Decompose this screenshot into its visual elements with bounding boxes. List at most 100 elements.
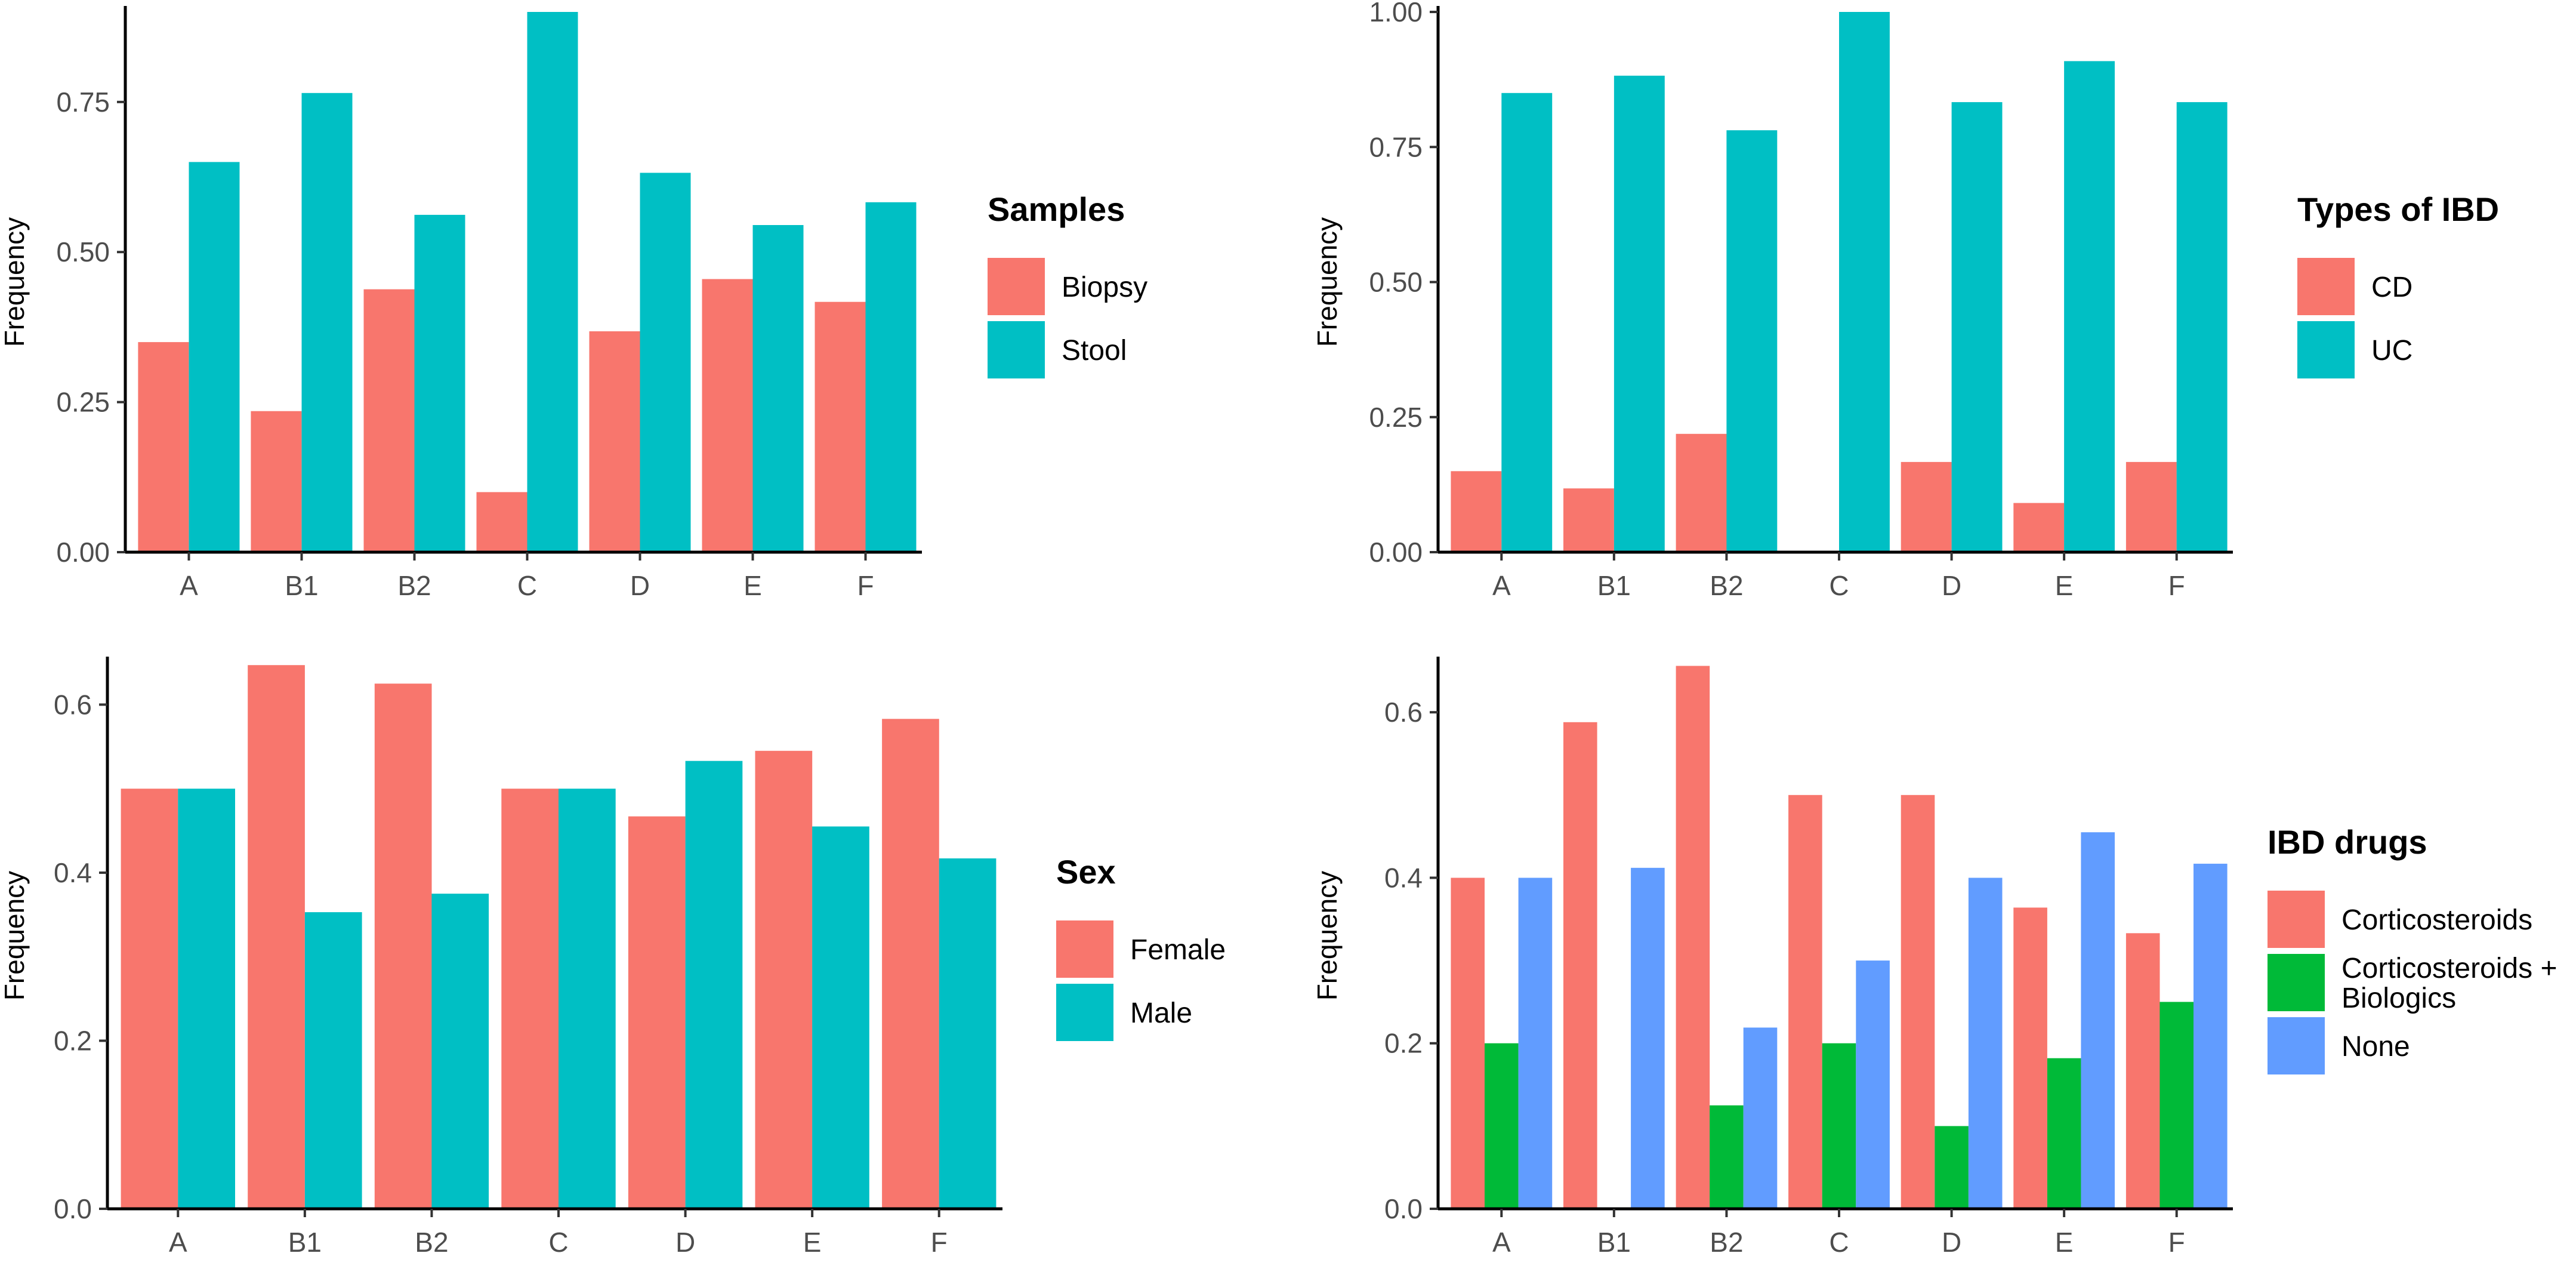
legend-key-corticosteroids	[2268, 891, 2325, 948]
x-tick-label-f: F	[2168, 570, 2185, 601]
legend-key-biopsy	[988, 258, 1045, 315]
legend-label: Stool	[1062, 335, 1127, 367]
legend-label-line: Biologics	[2341, 983, 2456, 1014]
x-tick-label-f: F	[857, 570, 874, 601]
bar-uc-c	[1839, 12, 1890, 552]
chart-panel-types-of-ibd: 0.000.250.500.751.00A B1 B2 C D E FFrequencyTy…	[1312, 0, 2499, 601]
legend-title: IBD drugs	[2268, 823, 2427, 861]
bar-stool-c	[527, 12, 578, 552]
legend-label: UC	[2371, 335, 2413, 367]
x-tick-label-f: F	[931, 1227, 948, 1258]
x-tick-label-b1: B1	[1597, 570, 1631, 601]
bar-biopsy-b2	[363, 289, 415, 552]
legend-key-cd	[2297, 258, 2355, 315]
x-tick-label-d: D	[1942, 1227, 1961, 1258]
y-axis-title: Frequency	[0, 217, 30, 347]
bar-corticosteroids-b1	[1563, 722, 1597, 1209]
legend-key-male	[1056, 984, 1113, 1041]
bar-none-f	[2194, 863, 2228, 1209]
legend: Samples Biopsy Stool	[988, 190, 1147, 378]
legend-label: Biopsy	[1062, 272, 1147, 303]
bar-biopsy-f	[815, 301, 866, 552]
bar-none-e	[2081, 832, 2115, 1209]
legend-label: Corticosteroids	[2341, 904, 2532, 936]
bar-male-d	[685, 761, 743, 1209]
y-tick-label: 0.25	[1369, 402, 1423, 433]
x-tick-label-c: C	[1829, 1227, 1849, 1258]
bar-corticosteroids-e	[2013, 907, 2047, 1209]
y-tick-label: 0.00	[1369, 537, 1423, 568]
y-axis-title: Frequency	[1312, 217, 1343, 347]
y-tick-label: 1.00	[1369, 0, 1423, 27]
bar-uc-e	[2064, 61, 2115, 552]
legend: IBD drugs Corticosteroids Corticosteroids …	[2268, 823, 2557, 1074]
x-tick-label-c: C	[1829, 570, 1849, 601]
bar-female-c	[501, 789, 559, 1209]
bar-stool-b2	[414, 214, 465, 552]
y-axis-title: Frequency	[1312, 871, 1343, 1000]
bar-corticosteroids-biologics-d	[1935, 1126, 1969, 1209]
bar-corticosteroids-biologics-a	[1485, 1043, 1519, 1209]
bar-none-a	[1518, 878, 1553, 1209]
legend-title: Samples	[988, 190, 1125, 228]
y-tick-label: 0.4	[1384, 862, 1423, 893]
legend-label-line: Corticosteroids +	[2341, 953, 2557, 984]
legend-label: None	[2341, 1031, 2410, 1063]
bar-none-c	[1856, 960, 1890, 1209]
bar-cd-b1	[1563, 488, 1614, 552]
legend-key-uc	[2297, 321, 2355, 378]
bar-uc-b2	[1726, 130, 1778, 552]
x-tick-label-b1: B1	[1597, 1227, 1631, 1258]
bar-male-a	[178, 789, 235, 1209]
x-tick-label-b2: B2	[415, 1227, 448, 1258]
bar-female-e	[755, 750, 813, 1209]
bar-stool-d	[640, 173, 691, 552]
bar-uc-d	[1951, 102, 2003, 553]
bar-corticosteroids-b2	[1676, 666, 1710, 1209]
bar-corticosteroids-c	[1788, 795, 1822, 1209]
y-tick-label: 0.75	[1369, 131, 1423, 162]
bar-corticosteroids-d	[1901, 795, 1935, 1209]
bar-corticosteroids-f	[2125, 933, 2160, 1209]
x-tick-label-a: A	[169, 1227, 187, 1258]
bar-stool-e	[752, 225, 804, 552]
y-tick-label: 0.6	[1384, 697, 1423, 728]
bar-corticosteroids-biologics-b2	[1710, 1105, 1744, 1209]
bar-biopsy-b1	[251, 411, 302, 552]
x-tick-label-d: D	[675, 1227, 695, 1258]
y-tick-label: 0.00	[56, 537, 110, 568]
bar-uc-a	[1501, 93, 1553, 553]
x-tick-label-e: E	[2055, 570, 2074, 601]
x-tick-label-e: E	[803, 1227, 822, 1258]
bar-male-b1	[304, 912, 362, 1209]
y-axis-title: Frequency	[0, 871, 30, 1000]
chart-panel-sex: 0.0 0.2 0.4 0.6 A B1 B2 C D E F Frequency Sex Female M…	[0, 657, 1226, 1258]
y-tick-label: 0.4	[54, 857, 92, 888]
bar-corticosteroids-biologics-f	[2159, 1002, 2194, 1209]
legend-key-stool	[988, 321, 1045, 378]
bar-uc-b1	[1614, 75, 1665, 553]
bar-uc-f	[2176, 102, 2228, 553]
y-tick-label: 0.2	[54, 1025, 92, 1056]
legend: Sex Female Male	[1056, 853, 1226, 1041]
bar-cd-d	[1901, 461, 1952, 552]
y-tick-label: 0.25	[56, 387, 110, 418]
legend: Types of IBD CD UC	[2297, 190, 2499, 378]
bar-stool-f	[865, 202, 917, 552]
y-tick-label: 0.0	[54, 1193, 92, 1224]
bar-female-b1	[248, 665, 305, 1209]
x-tick-label-b1: B1	[285, 570, 318, 601]
legend-label: Corticosteroids + Biologics	[2341, 953, 2557, 1014]
x-tick-label-c: C	[548, 1227, 568, 1258]
y-tick-label: 0.0	[1384, 1193, 1423, 1224]
bar-stool-b1	[301, 93, 353, 553]
bar-none-b1	[1631, 867, 1665, 1209]
bar-biopsy-e	[702, 279, 753, 552]
x-tick-label-c: C	[517, 570, 537, 601]
bar-cd-e	[2013, 503, 2065, 552]
legend-key-female	[1056, 920, 1113, 978]
bar-cd-a	[1451, 471, 1502, 553]
bar-cd-f	[2125, 461, 2177, 552]
bar-none-b2	[1743, 1027, 1778, 1209]
legend-key-corticosteroids-biologics	[2268, 954, 2325, 1011]
